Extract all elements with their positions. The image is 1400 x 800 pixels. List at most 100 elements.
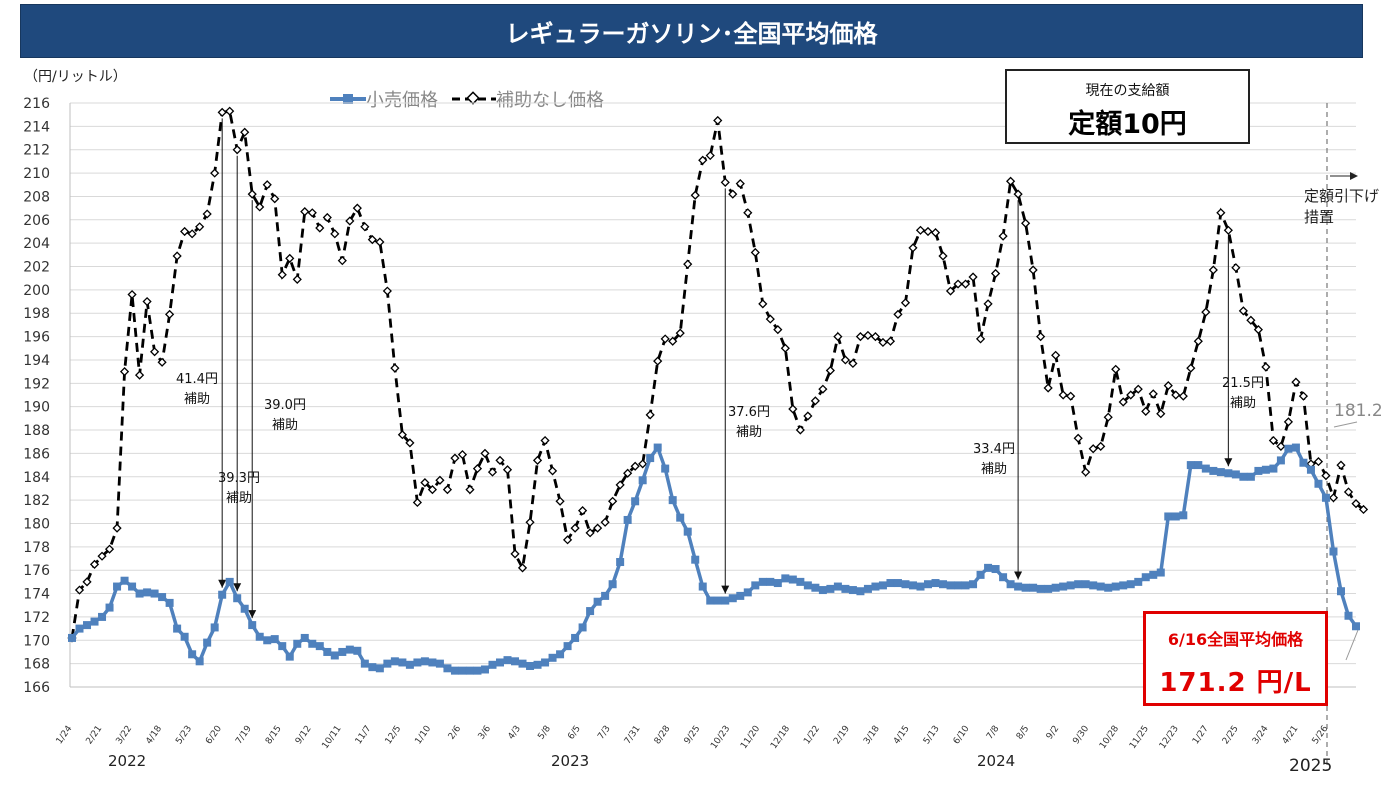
- y-tick-label: 198: [23, 306, 50, 322]
- series-nosubsidy-point: [240, 127, 250, 137]
- series-nosubsidy-point: [758, 299, 768, 309]
- series-nosubsidy-line: [70, 109, 1365, 639]
- series-retail-point: [158, 593, 167, 602]
- measure-arrowhead: [1350, 172, 1358, 180]
- series-retail-point: [105, 603, 114, 612]
- series-retail-point: [1089, 581, 1098, 590]
- series-retail-point: [563, 642, 572, 651]
- series-retail-point: [908, 581, 917, 590]
- subsidy-note-1: 41.4円 補助: [176, 372, 218, 407]
- series-retail-point: [503, 656, 512, 665]
- series-nosubsidy-point: [232, 145, 242, 155]
- series-nosubsidy-point: [825, 365, 835, 376]
- series-retail-point: [878, 581, 887, 590]
- series-nosubsidy-point: [1358, 504, 1369, 515]
- series-nosubsidy-point: [1321, 470, 1331, 481]
- series-nosubsidy-point: [142, 296, 152, 307]
- series-retail-point: [946, 581, 955, 590]
- series-nosubsidy-point: [930, 228, 941, 238]
- series-nosubsidy-point: [225, 106, 235, 116]
- series-retail-point: [541, 658, 550, 667]
- series-retail-point: [480, 665, 489, 674]
- series-nosubsidy-point: [1081, 467, 1091, 477]
- series-nosubsidy-point: [765, 314, 775, 324]
- series-retail-point: [901, 580, 910, 589]
- x-tick-label: 9/2: [1045, 724, 1061, 742]
- series-nosubsidy-point: [562, 535, 573, 545]
- series-nosubsidy-point: [247, 189, 257, 199]
- series-retail-point: [1104, 583, 1113, 592]
- series-retail-point: [173, 624, 182, 633]
- series-nosubsidy-point: [840, 355, 850, 365]
- series-nosubsidy-point: [1051, 350, 1061, 360]
- latest-value-connector: [1345, 629, 1359, 661]
- series-retail-point: [893, 579, 902, 588]
- x-tick-label: 2/21: [85, 724, 105, 746]
- y-tick-label: 178: [23, 540, 50, 556]
- subsidy-arrowhead: [218, 579, 227, 588]
- series-nosubsidy-point: [833, 332, 843, 342]
- series-retail-point: [661, 464, 670, 473]
- series-retail-point: [886, 579, 895, 588]
- legend-nosubsidy-swatch: [452, 91, 496, 105]
- series-retail-point: [180, 632, 189, 641]
- series-nosubsidy-point: [210, 168, 220, 178]
- series-retail-point: [593, 597, 602, 606]
- series-nosubsidy-point: [1238, 306, 1248, 316]
- series-retail-point: [128, 582, 137, 591]
- series-retail-point: [954, 581, 963, 590]
- series-retail-point: [721, 596, 730, 605]
- y-tick-label: 176: [23, 563, 50, 579]
- series-retail-point: [496, 658, 504, 667]
- series-nosubsidy-point: [382, 286, 392, 296]
- x-tick-label: 11/25: [1128, 724, 1151, 751]
- series-retail-point: [1246, 472, 1255, 481]
- series-nosubsidy-point: [97, 551, 107, 561]
- series-retail-point: [1269, 464, 1278, 473]
- series-nosubsidy-point: [157, 357, 167, 367]
- series-nosubsidy-point: [1313, 456, 1324, 467]
- x-tick-label: 5/23: [174, 724, 194, 746]
- series-retail-point: [203, 638, 212, 647]
- series-nosubsidy-point: [743, 208, 753, 218]
- series-nosubsidy-point: [172, 251, 182, 261]
- series-nosubsidy-point: [525, 517, 535, 527]
- series-nosubsidy-point: [165, 309, 175, 320]
- series-nosubsidy-point: [480, 448, 490, 458]
- series-nosubsidy-point: [82, 577, 92, 587]
- series-nosubsidy-point: [360, 222, 370, 232]
- series-nosubsidy-point: [337, 256, 347, 266]
- subsidy-note-5: 33.4円 補助: [973, 442, 1015, 477]
- series-nosubsidy-point: [1111, 364, 1121, 374]
- series-retail-point: [75, 624, 84, 633]
- series-retail-point: [210, 623, 219, 632]
- series-nosubsidy-point: [1178, 391, 1188, 401]
- series-retail-point: [999, 573, 1008, 582]
- y-tick-label: 206: [23, 213, 50, 229]
- series-retail-point: [1164, 512, 1173, 521]
- series-nosubsidy-point: [104, 544, 115, 554]
- series-nosubsidy-point: [405, 438, 415, 448]
- series-nosubsidy-point: [713, 115, 723, 126]
- y-tick-label: 174: [23, 587, 50, 603]
- series-nosubsidy-point: [855, 332, 866, 342]
- series-retail-point: [360, 659, 369, 668]
- series-nosubsidy-point: [187, 229, 197, 239]
- series-nosubsidy-point: [277, 270, 287, 280]
- series-retail-point: [631, 497, 640, 506]
- series-nosubsidy-point: [412, 497, 422, 508]
- series-retail-point: [818, 586, 827, 595]
- series-nosubsidy-point: [1276, 441, 1286, 451]
- series-nosubsidy-point: [390, 363, 400, 373]
- series-retail-point: [788, 575, 797, 584]
- series-retail-point: [578, 623, 587, 632]
- x-tick-label: 1/24: [55, 724, 75, 747]
- series-nosubsidy-point: [938, 251, 948, 261]
- series-nosubsidy-point: [615, 480, 625, 490]
- series-nosubsidy-point: [375, 237, 385, 247]
- series-nosubsidy-point: [1201, 307, 1211, 317]
- series-nosubsidy-point: [1298, 391, 1309, 401]
- series-retail-point: [1194, 461, 1203, 470]
- series-retail-point: [300, 633, 309, 642]
- series-retail-point: [263, 636, 272, 645]
